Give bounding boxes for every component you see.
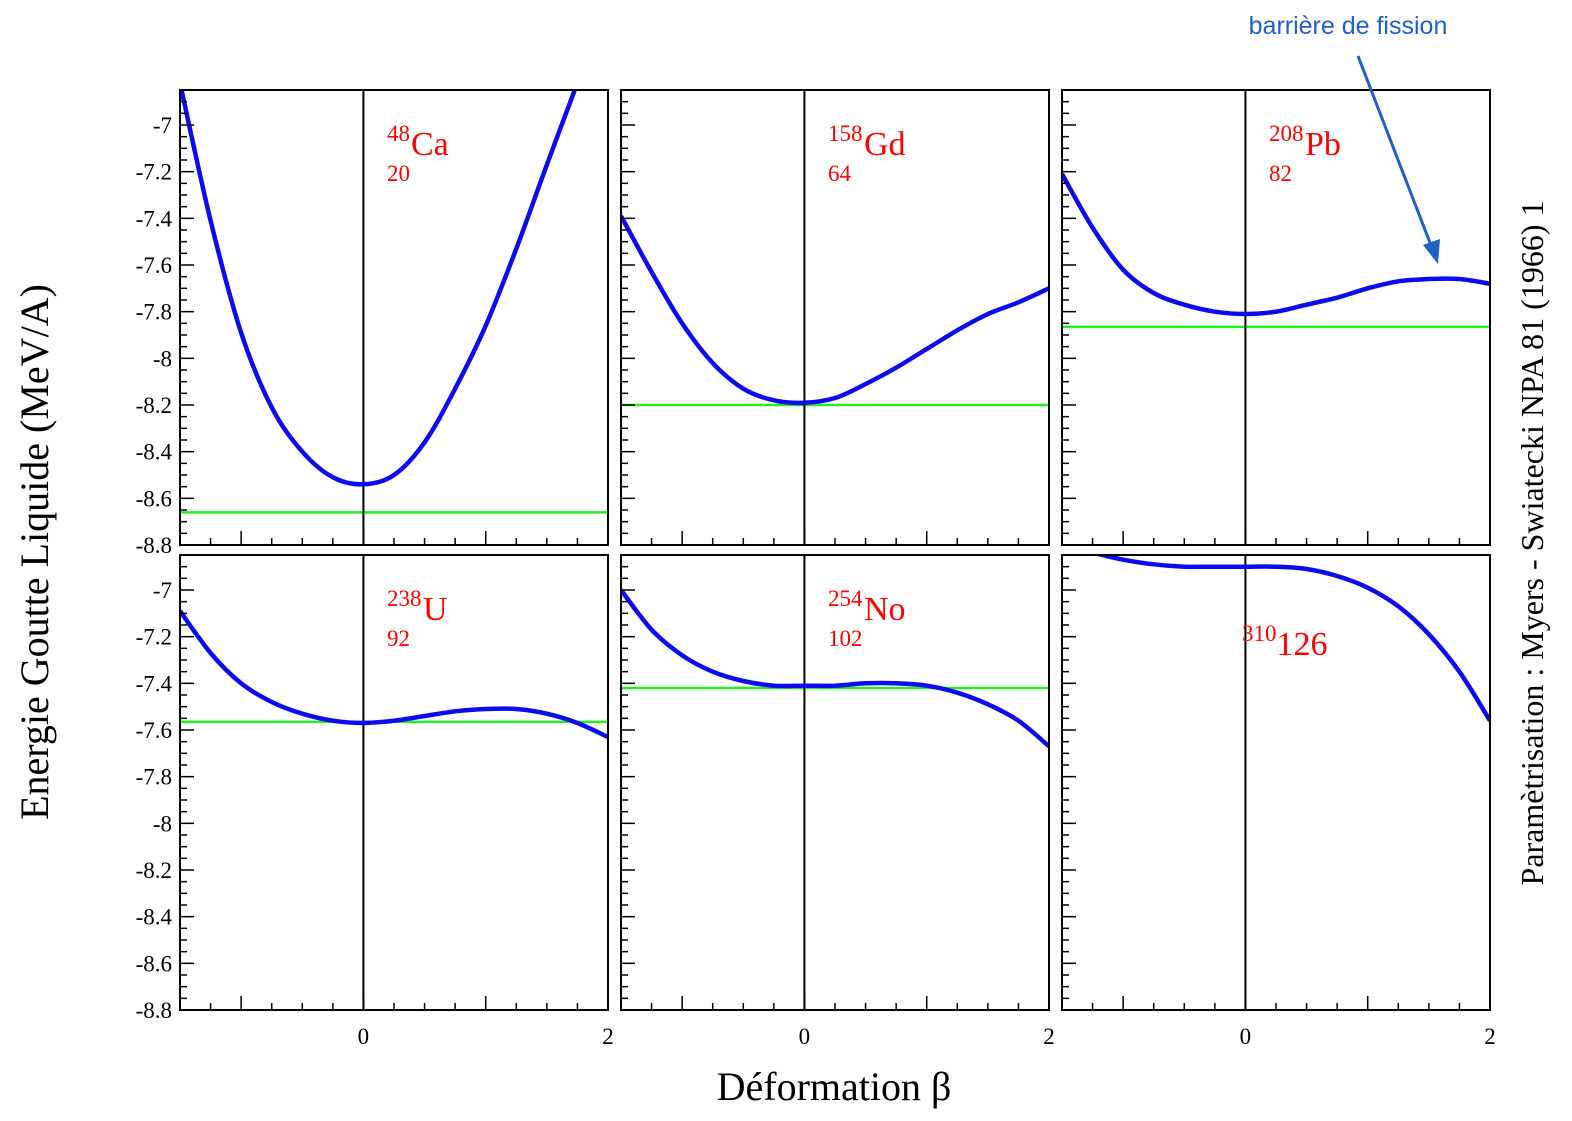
y-tick-label: -7: [153, 113, 172, 138]
energy-curve: [180, 609, 608, 740]
y-tick-label: -7.8: [136, 765, 172, 790]
energy-curve: [180, 90, 578, 487]
y-tick-label: -8.4: [136, 440, 173, 465]
nucleus-label: 158 64 Gd: [828, 121, 906, 186]
nucleus-label: 310126: [1242, 621, 1328, 663]
charge-number: 82: [1269, 161, 1292, 186]
nucleus-label: 238 92 U: [387, 586, 448, 651]
nucleus-label: 48 20Ca: [387, 121, 449, 186]
panel-frame: [1061, 89, 1491, 546]
annotation-arrow-shaft: [1356, 55, 1434, 249]
x-tick-label: 2: [1043, 1024, 1055, 1049]
nucleus-label: 208 82 Pb: [1269, 121, 1341, 186]
x-tick-label: 0: [358, 1024, 370, 1049]
panel-frame: [620, 554, 1050, 1011]
y-tick-label: -8.2: [136, 393, 172, 418]
charge-number: 102: [828, 626, 863, 651]
element-symbol: Pb: [1305, 126, 1341, 163]
y-tick-label: -7.2: [136, 625, 172, 650]
charge-number: 20: [387, 161, 410, 186]
y-tick-label: -8: [153, 811, 172, 836]
y-tick-label: -8.2: [136, 858, 172, 883]
mass-number: 158: [828, 121, 863, 146]
energy-curve: [1062, 172, 1490, 317]
x-tick-label: 2: [1484, 1024, 1496, 1049]
panel-u: -7 -7.2 -7.4 -7.6 -7.8 -8 -8.2 -8.4 -8.6 -8.8 0 2 23…: [136, 554, 614, 1049]
panel-126: 0 2 310126: [1061, 554, 1496, 1049]
panels: -7-7.2-7.4-7.6-7.8-8-8.2-8.4-8.6-8.848 20…: [136, 89, 1496, 1049]
mass-number: 208: [1269, 121, 1304, 146]
energy-curve: [621, 588, 1049, 749]
x-tick-label: 2: [602, 1024, 614, 1049]
y-tick-label: -8.8: [136, 998, 172, 1023]
nucleus-label: 254 102No: [828, 586, 906, 651]
element-symbol: 126: [1277, 626, 1328, 663]
element-symbol: U: [423, 591, 448, 628]
element-symbol: No: [864, 591, 906, 628]
y-tick-label: -7.4: [136, 206, 173, 231]
y-tick-label: -8.6: [136, 486, 172, 511]
y-tick-label: -7.2: [136, 160, 172, 185]
y-tick-label: -7.6: [136, 253, 172, 278]
mass-number: 254: [828, 586, 863, 611]
y-axis-title: Energie Goutte Liquide (MeV/A): [12, 284, 57, 820]
fission-barrier-annotation: barrière de fission: [1249, 12, 1448, 40]
energy-curve: [1092, 555, 1490, 722]
y-tick-label: -7: [153, 578, 172, 603]
annotation-arrow-head: [1423, 239, 1440, 264]
panel-pb: 208 82 Pb: [1061, 89, 1491, 546]
element-symbol: Ca: [411, 126, 449, 163]
charge-number: 64: [828, 161, 852, 186]
mass-number: 48: [387, 121, 410, 146]
x-tick-label: 0: [799, 1024, 811, 1049]
charge-number: 92: [387, 626, 410, 651]
y-tick-label: -8.8: [136, 533, 172, 558]
y-tick-label: -8.6: [136, 951, 172, 976]
x-axis-title: Déformation β: [717, 1064, 952, 1109]
panel-frame: [179, 554, 609, 1011]
mass-number: 238: [387, 586, 422, 611]
parametrisation-note: Paramètrisation : Myers - Swiatecki NPA …: [1514, 201, 1550, 886]
panel-ca: -7 -7.2 -7.4 -7.6 -7.8 -8 -8.2 -8.4 -8.6 -8.8 48 20…: [136, 89, 609, 558]
y-tick-label: -7.8: [136, 300, 172, 325]
panel-gd: 158 64 Gd: [620, 89, 1050, 546]
element-symbol: Gd: [864, 126, 906, 163]
y-tick-label: -8: [153, 346, 172, 371]
x-tick-label: 0: [1240, 1024, 1252, 1049]
y-tick-label: -8.4: [136, 905, 173, 930]
y-tick-label: -7.4: [136, 671, 173, 696]
y-tick-label: -7.6: [136, 718, 172, 743]
mass-number: 310: [1242, 621, 1277, 646]
panel-no: 0 2 254 102No: [620, 554, 1055, 1049]
energy-curve: [621, 214, 1049, 406]
